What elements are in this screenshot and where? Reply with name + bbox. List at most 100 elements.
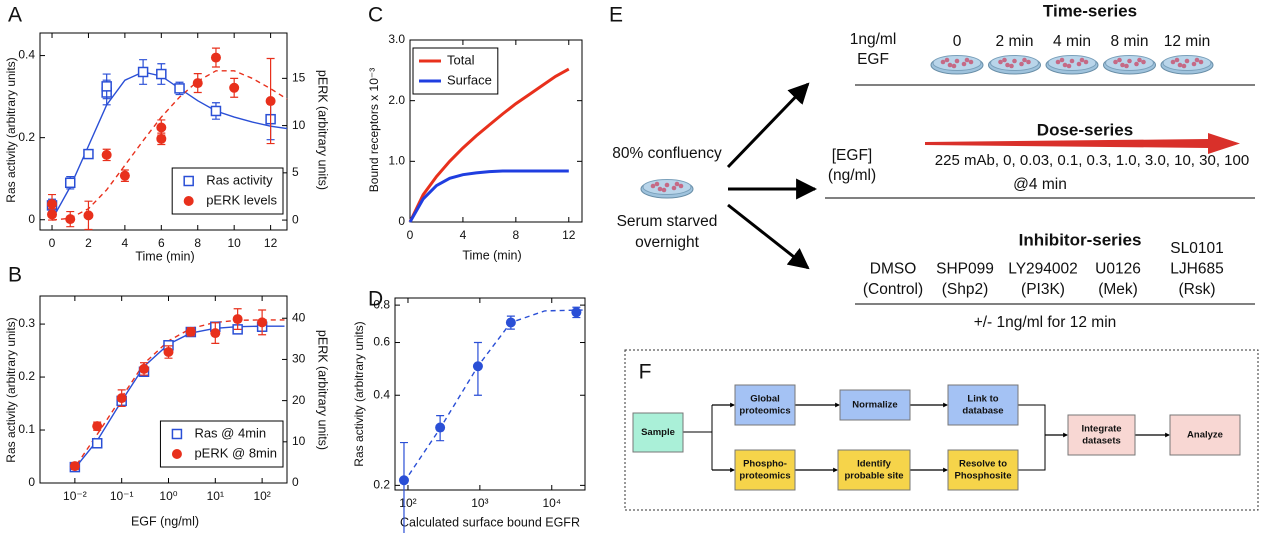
data-point <box>101 149 112 160</box>
section-title: Time-series <box>1043 1 1137 20</box>
y2-axis-label: pERK (arbitrary units) <box>316 70 330 190</box>
legend-swatch <box>171 428 183 440</box>
y2-tick-label: 40 <box>292 310 306 324</box>
cell <box>1055 59 1061 65</box>
series-line <box>51 70 288 221</box>
x-tick-label: 8 <box>513 228 520 242</box>
cell <box>1059 57 1065 63</box>
y-tick-label: 0.2 <box>373 478 390 492</box>
x-tick-label: 0 <box>407 228 414 242</box>
data-point <box>257 317 268 328</box>
cell <box>968 59 974 65</box>
time-label: 0 <box>953 33 962 50</box>
data-point <box>265 96 276 107</box>
data-point <box>116 393 127 404</box>
cell <box>1083 59 1089 65</box>
x-tick-label: 12 <box>264 236 278 250</box>
cell <box>1141 59 1146 65</box>
data-point <box>156 133 167 144</box>
node-label: proteomics <box>739 406 790 417</box>
x-tick-label: 10⁴ <box>542 496 561 510</box>
inhibitor: (Shp2) <box>942 281 989 298</box>
dose-arrow <box>925 133 1240 154</box>
time-label: 2 min <box>996 33 1034 50</box>
legend-box <box>171 167 284 215</box>
panel-letter: F <box>639 361 652 384</box>
legend-box <box>159 420 284 468</box>
legend-label: Ras @ 4min <box>194 425 266 440</box>
section-title: Dose-series <box>1037 120 1133 139</box>
node-label: Link to <box>967 394 998 405</box>
treatment: EGF <box>857 51 889 68</box>
plot-frame <box>409 39 583 223</box>
x-tick-label: 10² <box>253 489 270 503</box>
x-tick-label: 10⁻² <box>63 489 87 503</box>
series-line <box>403 309 585 483</box>
panel-letter: A <box>8 4 22 27</box>
error-bar <box>399 441 408 533</box>
y-tick-label: 2.0 <box>388 93 405 107</box>
cell <box>1120 62 1125 68</box>
inhibitor: SHP099 <box>936 261 994 278</box>
start-label: Serum starved <box>617 213 718 230</box>
cell <box>1198 59 1204 65</box>
y-tick-label: 0.4 <box>18 48 35 62</box>
arrow <box>726 82 810 169</box>
data-point <box>47 199 58 210</box>
y2-tick-label: 0 <box>292 212 299 226</box>
plot-frame <box>39 295 288 484</box>
inhibitor: LY294002 <box>1008 261 1078 278</box>
node-label: database <box>962 406 1003 417</box>
cell <box>1177 62 1183 68</box>
y-tick-label: 0.6 <box>373 335 390 349</box>
data-point <box>192 78 203 89</box>
node-label: datasets <box>1082 436 1121 447</box>
data-point <box>47 209 58 220</box>
y-tick-label: 1.0 <box>388 154 405 168</box>
cell <box>1184 58 1190 64</box>
data-point <box>210 52 221 63</box>
x-axis-label: Time (min) <box>135 249 194 263</box>
x-tick-label: 8 <box>194 236 201 250</box>
cell <box>664 182 670 188</box>
data-point <box>210 328 221 339</box>
y2-tick-label: 30 <box>292 352 306 366</box>
y-tick-label: 0.4 <box>373 387 390 401</box>
section-title: Inhibitor-series <box>1019 230 1142 249</box>
inhibitor: (Mek) <box>1098 281 1138 298</box>
x-tick-label: 10³ <box>471 496 488 510</box>
cell <box>1009 63 1014 69</box>
data-point <box>64 177 76 189</box>
y-tick-label: 0.2 <box>18 369 35 383</box>
data-point <box>92 421 103 432</box>
legend-label: Total <box>447 52 475 67</box>
cell <box>671 185 677 191</box>
data-point <box>69 461 80 472</box>
data-point <box>156 68 167 80</box>
dose-list: 225 mAb, 0, 0.03, 0.1, 0.3, 1.0, 3.0, 10… <box>935 152 1249 169</box>
data-point <box>101 81 112 92</box>
cell <box>944 57 950 63</box>
cell <box>961 61 967 67</box>
y-tick-label: 0.1 <box>18 422 35 436</box>
series-line <box>51 71 288 221</box>
data-point <box>472 361 483 372</box>
data-point <box>83 148 94 160</box>
legend-label: Surface <box>447 72 492 87</box>
node-label: Normalize <box>852 400 897 411</box>
data-point <box>83 210 94 221</box>
cell <box>1113 59 1118 65</box>
data-point <box>156 122 167 133</box>
x-tick-label: 2 <box>85 236 92 250</box>
data-point <box>398 475 409 486</box>
inhibitor: U0126 <box>1095 261 1141 278</box>
x-tick-label: 12 <box>562 228 576 242</box>
data-point <box>571 307 582 318</box>
x-tick-label: 10¹ <box>207 489 224 503</box>
data-point <box>119 170 130 181</box>
panel-letter: C <box>368 4 383 27</box>
node-box <box>632 412 684 453</box>
connector <box>1018 404 1046 471</box>
cell <box>1069 58 1075 64</box>
cell <box>1022 57 1027 63</box>
